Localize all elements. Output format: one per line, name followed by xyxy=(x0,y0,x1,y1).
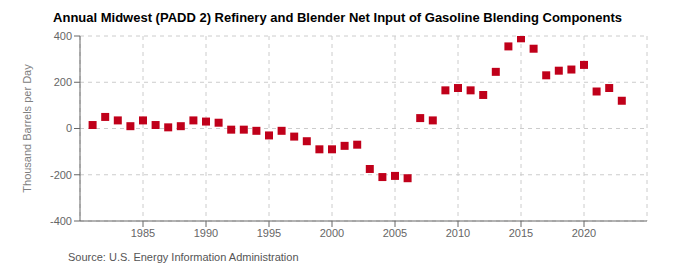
svg-text:2010: 2010 xyxy=(446,227,470,239)
svg-text:1995: 1995 xyxy=(257,227,281,239)
svg-text:0: 0 xyxy=(66,122,72,134)
svg-text:1990: 1990 xyxy=(194,227,218,239)
svg-text:-400: -400 xyxy=(50,215,72,227)
svg-text:1985: 1985 xyxy=(131,227,155,239)
html-text:Annual Midwest (PADD 2) Refine: Annual Midwest (PADD 2) Refinery and Ble… xyxy=(53,10,622,25)
svg-text:2015: 2015 xyxy=(509,227,533,239)
svg-text:200: 200 xyxy=(54,76,72,88)
svg-text:-200: -200 xyxy=(50,169,72,181)
svg-text:Thousand Barrels per Day: Thousand Barrels per Day xyxy=(21,64,33,193)
svg-text:2005: 2005 xyxy=(383,227,407,239)
svg-text:2020: 2020 xyxy=(572,227,596,239)
svg-text:2000: 2000 xyxy=(320,227,344,239)
html-text:Source: U.S. Energy Informatio: Source: U.S. Energy Information Administ… xyxy=(68,251,299,263)
svg-text:400: 400 xyxy=(54,30,72,42)
